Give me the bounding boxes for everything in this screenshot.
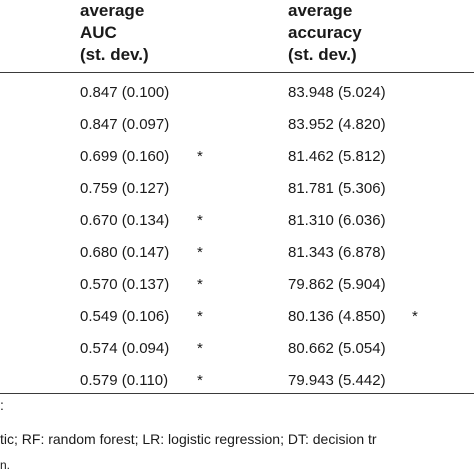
accuracy-cell: 80.662 (5.054) xyxy=(288,340,386,357)
table-row: 0.574 (0.094) * 80.662 (5.054) xyxy=(0,333,474,365)
accuracy-cell: 79.943 (5.442) xyxy=(288,372,386,389)
header-auc-line-2: AUC xyxy=(80,23,117,42)
auc-cell: 0.574 (0.094) xyxy=(80,340,170,357)
table-bottom-divider xyxy=(0,393,474,394)
auc-significance-mark: * xyxy=(197,148,203,165)
table-row: 0.579 (0.110) * 79.943 (5.442) xyxy=(0,365,474,397)
auc-significance-mark: * xyxy=(197,308,203,325)
auc-cell: 0.759 (0.127) xyxy=(80,180,170,197)
auc-significance-mark: * xyxy=(197,244,203,261)
accuracy-cell: 83.952 (4.820) xyxy=(288,116,386,133)
auc-cell: 0.570 (0.137) xyxy=(80,276,170,293)
header-acc-line-3: (st. dev.) xyxy=(288,45,357,64)
auc-cell: 0.699 (0.160) xyxy=(80,148,170,165)
header-auc-line-1: average xyxy=(80,1,145,20)
auc-cell: 0.549 (0.106) xyxy=(80,308,170,325)
auc-significance-mark: * xyxy=(197,340,203,357)
accuracy-cell: 81.462 (5.812) xyxy=(288,148,386,165)
accuracy-significance-mark: * xyxy=(412,308,418,325)
auc-significance-mark: * xyxy=(197,212,203,229)
header-divider xyxy=(0,72,474,73)
table-body: 0.847 (0.100) 83.948 (5.024) 0.847 (0.09… xyxy=(0,77,474,397)
header-average-accuracy: average accuracy (st. dev.) xyxy=(288,0,362,66)
header-acc-line-1: average xyxy=(288,1,353,20)
auc-significance-mark: * xyxy=(197,372,203,389)
table-row: 0.570 (0.137) * 79.862 (5.904) xyxy=(0,269,474,301)
accuracy-cell: 81.781 (5.306) xyxy=(288,180,386,197)
accuracy-cell: 79.862 (5.904) xyxy=(288,276,386,293)
header-auc-line-3: (st. dev.) xyxy=(80,45,149,64)
footnote-line-1: : xyxy=(0,397,4,413)
auc-cell: 0.847 (0.100) xyxy=(80,84,170,101)
header-average-auc: average AUC (st. dev.) xyxy=(80,0,149,66)
table-row: 0.847 (0.100) 83.948 (5.024) xyxy=(0,77,474,109)
header-acc-line-2: accuracy xyxy=(288,23,362,42)
accuracy-cell: 81.343 (6.878) xyxy=(288,244,386,261)
table-row: 0.670 (0.134) * 81.310 (6.036) xyxy=(0,205,474,237)
table-row: 0.759 (0.127) 81.781 (5.306) xyxy=(0,173,474,205)
accuracy-cell: 83.948 (5.024) xyxy=(288,84,386,101)
accuracy-cell: 80.136 (4.850) xyxy=(288,308,386,325)
table-row: 0.680 (0.147) * 81.343 (6.878) xyxy=(0,237,474,269)
auc-significance-mark: * xyxy=(197,276,203,293)
auc-cell: 0.680 (0.147) xyxy=(80,244,170,261)
table-row: 0.847 (0.097) 83.952 (4.820) xyxy=(0,109,474,141)
auc-cell: 0.579 (0.110) xyxy=(80,372,169,389)
table-row: 0.699 (0.160) * 81.462 (5.812) xyxy=(0,141,474,173)
auc-cell: 0.670 (0.134) xyxy=(80,212,170,229)
accuracy-cell: 81.310 (6.036) xyxy=(288,212,386,229)
footnote-abbreviations: tic; RF: random forest; LR: logistic reg… xyxy=(0,431,377,447)
auc-cell: 0.847 (0.097) xyxy=(80,116,170,133)
table-row: 0.549 (0.106) * 80.136 (4.850) * xyxy=(0,301,474,333)
footnote-line-3: n. xyxy=(0,458,11,472)
